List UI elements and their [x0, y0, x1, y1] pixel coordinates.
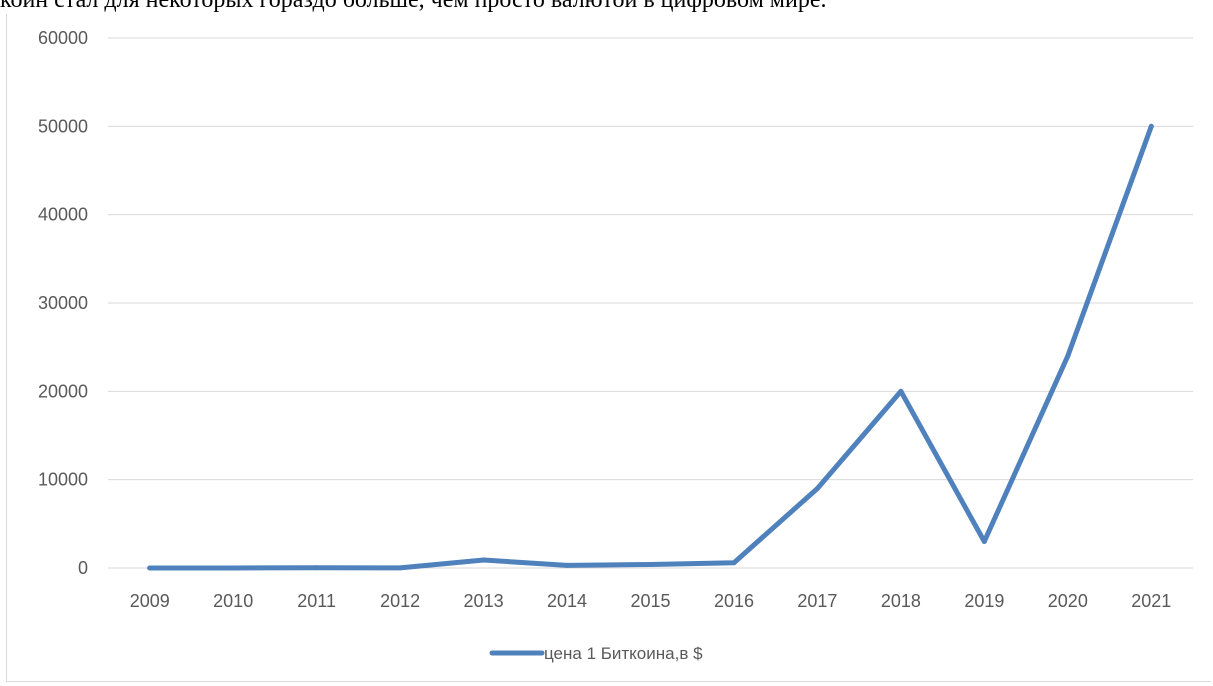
y-tick-label: 60000 — [38, 28, 88, 48]
data-point — [564, 562, 570, 568]
data-point — [397, 565, 403, 571]
x-tick-label: 2010 — [213, 591, 253, 611]
x-tick-label: 2018 — [881, 591, 921, 611]
data-point — [648, 561, 653, 567]
data-point — [1148, 123, 1154, 129]
y-axis-tick-labels: 0 10000 20000 30000 40000 50000 60000 — [38, 28, 88, 578]
y-tick-label: 30000 — [38, 293, 88, 313]
x-axis-tick-labels: 2009 2010 2011 2012 2013 2014 2015 2016 2017 2018… — [130, 591, 1172, 611]
x-tick-label: 2021 — [1131, 591, 1171, 611]
x-tick-label: 2014 — [547, 591, 587, 611]
x-tick-label: 2012 — [380, 591, 420, 611]
chart-frame — [6, 14, 1211, 682]
data-point — [147, 565, 153, 571]
y-tick-label: 40000 — [38, 205, 88, 225]
data-point — [814, 486, 820, 491]
x-tick-label: 2020 — [1048, 591, 1088, 611]
data-point — [314, 565, 320, 571]
series-lines — [147, 123, 1154, 571]
data-point — [898, 388, 904, 394]
y-tick-label: 20000 — [38, 381, 88, 401]
document-text-line: коин стал для некоторых гораздо больше, … — [0, 0, 827, 13]
gridlines — [108, 37, 1193, 569]
legend-label: цена 1 Биткоина,в $ — [544, 644, 703, 663]
x-tick-label: 2019 — [964, 591, 1004, 611]
y-tick-label: 50000 — [38, 116, 88, 136]
y-tick-label: 10000 — [38, 470, 88, 490]
x-tick-label: 2017 — [797, 591, 837, 611]
y-tick-label: 0 — [78, 558, 88, 578]
x-tick-label: 2013 — [464, 591, 504, 611]
legend: цена 1 Биткоина,в $ — [489, 644, 703, 663]
data-point — [230, 565, 236, 571]
series-line — [147, 123, 1154, 571]
data-point — [981, 539, 987, 544]
x-tick-label: 2009 — [130, 591, 170, 611]
data-point — [731, 560, 737, 566]
x-tick-label: 2015 — [630, 591, 670, 611]
data-point — [1065, 353, 1071, 359]
x-tick-label: 2016 — [714, 591, 754, 611]
x-tick-label: 2011 — [297, 591, 336, 611]
data-point — [481, 557, 487, 563]
